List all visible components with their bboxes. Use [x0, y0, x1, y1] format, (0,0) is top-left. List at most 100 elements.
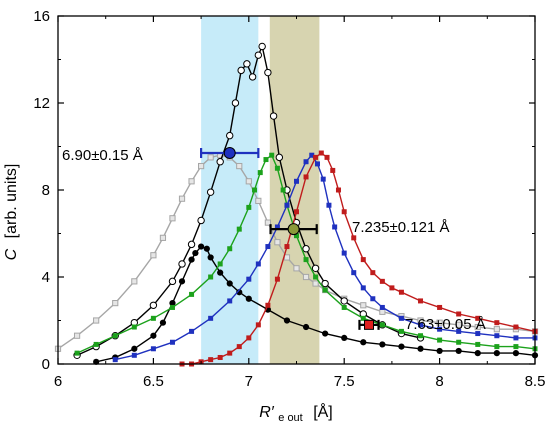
- data-point: [379, 341, 386, 348]
- data-point: [178, 260, 186, 268]
- x-tick-label: 8: [435, 373, 443, 390]
- data-point: [417, 345, 424, 352]
- data-point: [283, 254, 291, 261]
- data-point: [236, 344, 242, 350]
- data-point: [303, 159, 309, 165]
- data-point: [494, 320, 500, 326]
- data-point: [131, 278, 138, 285]
- data-point: [309, 152, 315, 158]
- data-point: [131, 352, 137, 358]
- data-point: [456, 339, 462, 345]
- data-point: [187, 240, 196, 249]
- data-point: [149, 301, 158, 309]
- data-point: [208, 274, 214, 280]
- data-point: [248, 73, 257, 81]
- error-point: [364, 319, 375, 330]
- data-point: [246, 276, 252, 282]
- error-point: [287, 223, 300, 236]
- data-point: [112, 300, 119, 307]
- data-point: [189, 328, 195, 334]
- data-point: [252, 187, 258, 193]
- data-point: [192, 249, 199, 257]
- error-markers: [200, 147, 380, 330]
- data-point: [226, 280, 233, 287]
- data-point: [284, 244, 290, 250]
- data-point: [379, 322, 385, 328]
- data-point: [255, 261, 261, 267]
- data-point: [294, 233, 299, 239]
- annotation-label: 7.63±0.05 Å: [405, 316, 486, 333]
- data-point: [294, 209, 299, 215]
- data-point: [226, 131, 234, 140]
- data-point: [341, 334, 348, 341]
- x-axis-unit: [Å]: [313, 402, 333, 421]
- data-point: [437, 337, 443, 343]
- svg-text:R′ e out [Å]: R′ e out [Å]: [259, 402, 333, 425]
- series-line: [76, 154, 536, 354]
- annotations: 6.90±0.15 Å 7.235±0.121 Å 7.63±0.05 Å: [62, 147, 486, 333]
- data-point: [494, 344, 500, 350]
- data-point: [131, 324, 137, 330]
- data-point: [475, 315, 481, 321]
- data-point: [360, 315, 366, 321]
- y-tick-label: 12: [33, 95, 50, 112]
- data-point: [320, 176, 326, 182]
- data-point: [360, 339, 367, 346]
- data-point: [303, 257, 309, 263]
- data-point: [245, 295, 252, 302]
- data-point: [418, 333, 424, 339]
- data-point: [236, 289, 243, 296]
- data-point: [294, 178, 299, 184]
- data-point: [493, 350, 500, 357]
- data-point: [351, 270, 357, 276]
- data-point: [231, 99, 240, 107]
- data-point: [150, 315, 156, 321]
- data-series: [54, 42, 539, 367]
- data-point: [474, 323, 481, 331]
- x-axis-label: R′ e out [Å]: [259, 402, 333, 425]
- data-point: [437, 304, 443, 310]
- data-point: [398, 328, 404, 334]
- data-point: [436, 319, 443, 326]
- data-point: [178, 195, 186, 202]
- data-point: [169, 215, 176, 222]
- data-point: [274, 165, 280, 171]
- data-point: [379, 304, 385, 310]
- data-point: [389, 285, 395, 291]
- data-point: [169, 300, 176, 307]
- data-point: [217, 261, 223, 267]
- data-point: [207, 254, 214, 261]
- x-tick-label: 8.5: [525, 373, 546, 390]
- data-point: [255, 197, 262, 204]
- data-point: [168, 277, 177, 286]
- data-point: [513, 344, 519, 350]
- data-point: [318, 150, 324, 156]
- data-point: [330, 167, 336, 173]
- data-point: [370, 270, 376, 276]
- data-point: [73, 332, 81, 339]
- data-point: [398, 315, 404, 321]
- data-point: [321, 279, 329, 288]
- data-point: [513, 324, 519, 330]
- data-point: [302, 323, 310, 331]
- data-point: [236, 162, 243, 170]
- data-point: [436, 347, 443, 355]
- y-tick-label: 8: [42, 182, 50, 199]
- data-point: [208, 357, 214, 363]
- data-point: [159, 234, 167, 241]
- data-point: [150, 332, 157, 339]
- data-point: [269, 152, 275, 158]
- data-point: [512, 350, 520, 357]
- data-point: [265, 302, 271, 308]
- data-point: [379, 308, 386, 315]
- svg-text:C [arb. units]: C [arb. units]: [3, 164, 20, 261]
- annotation-label: 7.235±0.121 Å: [352, 219, 449, 236]
- y-tick-label: 16: [33, 8, 50, 25]
- data-point: [243, 60, 251, 68]
- data-point: [274, 224, 280, 230]
- data-point: [293, 265, 300, 272]
- data-point: [314, 161, 320, 167]
- data-point: [493, 326, 500, 333]
- data-point: [150, 346, 156, 352]
- data-point: [74, 350, 80, 356]
